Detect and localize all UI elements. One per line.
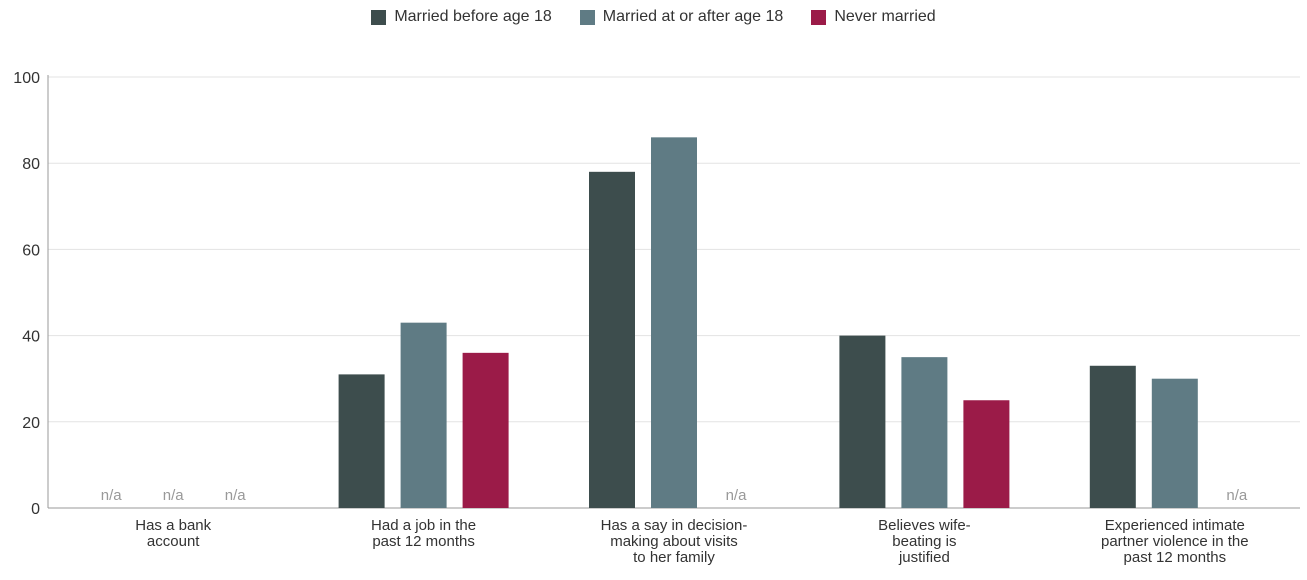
category-label-line: past 12 months [372, 533, 475, 550]
category-label-line: account [147, 533, 200, 550]
na-label: n/a [225, 487, 247, 504]
legend-label: Never married [834, 8, 936, 25]
category-label-line: Has a bank [135, 517, 211, 534]
bar [1089, 365, 1136, 508]
category-label-line: beating is [892, 533, 956, 550]
category-label: Has a say in decision-making about visit… [601, 517, 748, 566]
category-label-line: past 12 months [1124, 549, 1227, 566]
y-tick-label: 20 [22, 415, 40, 432]
bar [651, 137, 697, 508]
y-tick-label: 80 [22, 156, 40, 173]
category-label: Has a bank account [135, 517, 211, 550]
category-label-line: Had a job in the [371, 517, 476, 534]
category-label-line: making about visits [610, 533, 738, 550]
legend: Married before age 18 Married at or afte… [0, 8, 1307, 26]
y-tick: 80 [22, 156, 40, 173]
category-label-line: Experienced intimate [1105, 517, 1245, 534]
legend-item-married-after-18: Married at or after age 18 [579, 8, 784, 26]
na-label: n/a [163, 487, 185, 504]
category-label: Had a job in the past 12 months [371, 517, 476, 550]
bar [589, 171, 635, 508]
y-tick-label: 40 [22, 329, 40, 346]
legend-item-never-married: Never married [811, 8, 936, 26]
legend-swatch [579, 9, 595, 25]
category-label: Believes wife-beating is justified [878, 517, 971, 566]
category-label-line: to her family [633, 549, 715, 566]
category-label-line: justified [898, 549, 950, 566]
category-label: Experienced intimate partner violence in … [1101, 517, 1249, 566]
category-label-line: Has a say in decision- [601, 517, 748, 534]
bar [400, 322, 447, 508]
y-tick: 60 [22, 242, 40, 259]
bar [1151, 378, 1198, 508]
bar [839, 335, 886, 508]
legend-swatch [811, 9, 827, 25]
bar [963, 400, 1010, 508]
bar [338, 374, 385, 508]
y-tick-label: 60 [22, 242, 40, 259]
category-label-line: partner violence in the [1101, 533, 1249, 550]
na-label: n/a [1226, 487, 1248, 504]
na-label: n/a [726, 487, 748, 504]
y-tick: 100 [13, 70, 40, 87]
na-label: n/a [101, 487, 123, 504]
bar [462, 352, 509, 508]
legend-item-married-before-18: Married before age 18 [371, 8, 552, 26]
y-tick: 20 [22, 415, 40, 432]
category-label-line: Believes wife- [878, 517, 971, 534]
legend-swatch [371, 9, 387, 25]
y-tick: 0 [31, 501, 40, 518]
y-tick: 40 [22, 329, 40, 346]
y-tick-label: 0 [31, 501, 40, 518]
legend-label: Married at or after age 18 [602, 8, 784, 25]
y-tick-label: 100 [13, 70, 40, 87]
bar [901, 357, 948, 508]
legend-label: Married before age 18 [394, 8, 552, 25]
